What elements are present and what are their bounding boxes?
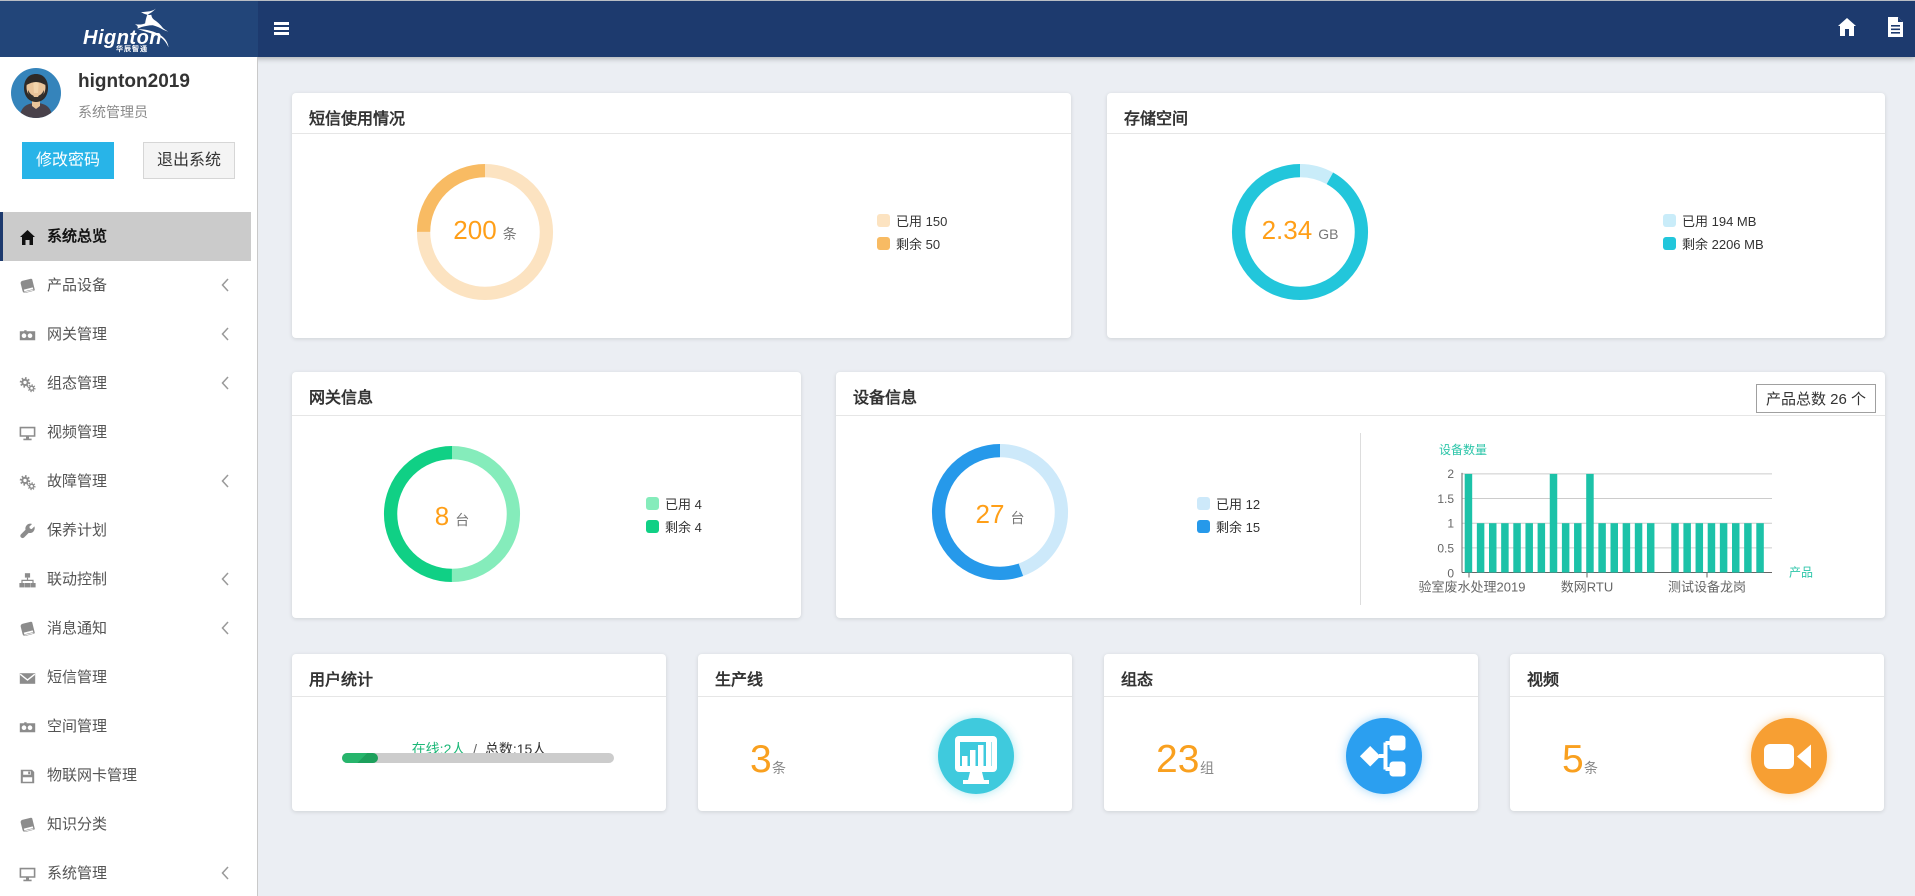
svg-text:1: 1 [1447,517,1454,531]
svg-text:验室废水处理2019: 验室废水处理2019 [1419,580,1526,595]
svg-text:1.5: 1.5 [1437,492,1454,506]
svg-text:设备数量: 设备数量 [1439,442,1487,457]
svg-text:0.5: 0.5 [1437,541,1454,555]
svg-text:测试设备龙岗: 测试设备龙岗 [1668,580,1746,595]
svg-text:2: 2 [1447,467,1454,481]
svg-text:产品: 产品 [1789,566,1813,580]
svg-text:0: 0 [1447,567,1454,581]
svg-text:数网RTU: 数网RTU [1561,580,1613,595]
